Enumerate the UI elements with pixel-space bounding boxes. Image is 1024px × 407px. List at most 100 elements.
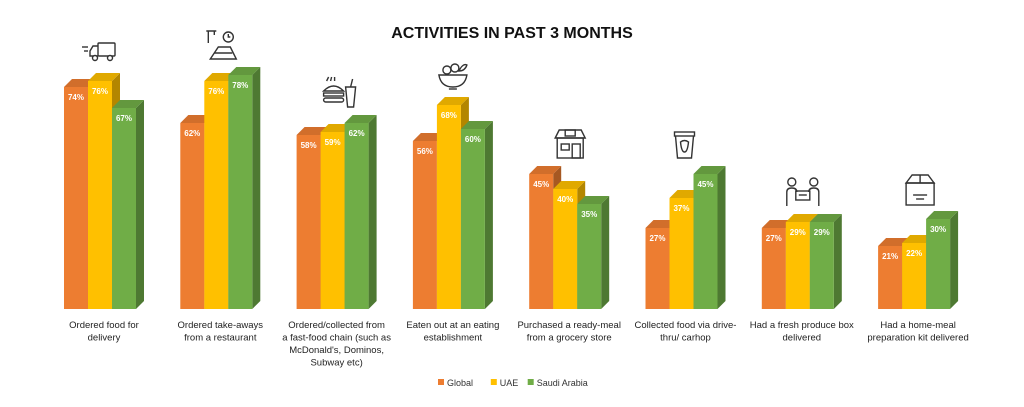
bar-3-3: 62%	[344, 115, 377, 309]
legend-label: Saudi Arabia	[537, 378, 588, 388]
data-label: 21%	[882, 252, 898, 261]
data-label: 62%	[184, 129, 200, 138]
legend-item: Saudi Arabia	[527, 378, 588, 388]
data-label: 76%	[208, 87, 224, 96]
bar-top	[693, 166, 726, 174]
data-label: 29%	[790, 228, 806, 237]
bar-top	[577, 196, 610, 204]
bar-front	[112, 108, 136, 309]
legend-label: UAE	[500, 378, 519, 388]
bar-front	[809, 222, 834, 309]
bar-6-1: 27%	[645, 220, 678, 309]
bar-side	[136, 100, 144, 309]
bar-front	[64, 87, 88, 309]
bar-side	[601, 196, 610, 309]
bar-side	[368, 115, 377, 309]
bar-front	[412, 141, 437, 309]
bar-front	[902, 243, 927, 309]
bar-front	[693, 174, 718, 309]
bar-top	[926, 211, 959, 219]
data-label: 40%	[557, 195, 573, 204]
bar-front	[577, 204, 602, 309]
bar-7-3: 29%	[809, 214, 842, 309]
drive-thru-icon	[673, 131, 696, 159]
bar-6-3: 45%	[693, 166, 726, 309]
category-label: Had a home-meal preparation kit delivered	[867, 320, 968, 344]
bars-layer: 74% 76% 67% 62% 76% 78% 58% 59% 62% 56% 68% 60% 45% 4…	[64, 67, 959, 309]
bar-front	[204, 81, 229, 309]
bar-top	[529, 166, 562, 174]
data-label: 45%	[697, 180, 713, 189]
delivery-truck-icon	[82, 42, 116, 62]
bar-front	[529, 174, 554, 309]
bar-front	[645, 228, 670, 309]
data-label: 30%	[930, 225, 946, 234]
data-label: 22%	[906, 249, 922, 258]
data-label: 62%	[349, 129, 365, 138]
data-label: 27%	[766, 234, 782, 243]
icons-layer	[82, 30, 936, 206]
grocery-store-icon	[554, 129, 587, 159]
bar-top	[460, 121, 493, 129]
bar-top	[112, 100, 144, 108]
bar-8-3: 30%	[926, 211, 959, 309]
dining-bowl-icon	[438, 63, 468, 90]
bar-side	[833, 214, 842, 309]
category-label: Ordered/collected from a fast-food chain …	[282, 320, 391, 369]
bar-front	[460, 129, 485, 309]
bar-front	[320, 132, 345, 309]
produce-box-delivery-icon	[786, 177, 820, 206]
bar-top	[785, 214, 818, 222]
data-label: 78%	[232, 81, 248, 90]
bar-front	[344, 123, 369, 309]
category-label: Had a fresh produce box delivered	[750, 320, 854, 344]
meal-kit-box-icon	[904, 174, 936, 206]
bar-top	[436, 97, 469, 105]
bar-top	[553, 181, 586, 189]
bar-front	[436, 105, 461, 309]
legend-item: UAE	[490, 378, 519, 388]
data-label: 29%	[814, 228, 830, 237]
bar-front	[296, 135, 321, 309]
fast-food-icon	[321, 76, 357, 108]
bar-top	[809, 214, 842, 222]
data-label: 58%	[301, 141, 317, 150]
data-label: 56%	[417, 147, 433, 156]
chart-title: ACTIVITIES IN PAST 3 MONTHS	[391, 25, 633, 42]
legend: Global UAE Saudi Arabia	[438, 378, 588, 388]
bar-front	[669, 198, 694, 309]
legend-item: Global	[438, 378, 473, 388]
bar-front	[785, 222, 810, 309]
bar-side	[484, 121, 493, 309]
bar-top	[88, 73, 120, 81]
bar-2-3: 78%	[228, 67, 261, 309]
bar-side	[717, 166, 726, 309]
category-labels: Ordered food for delivery Ordered take-awa…	[69, 320, 969, 369]
bar-5-3: 35%	[577, 196, 610, 309]
data-label: 60%	[465, 135, 481, 144]
data-label: 74%	[68, 93, 84, 102]
category-label: Collected food via drive-thru/ carhop	[635, 320, 737, 344]
legend-swatch	[527, 379, 534, 385]
legend-swatch	[490, 379, 497, 385]
data-label: 68%	[441, 111, 457, 120]
data-label: 45%	[533, 180, 549, 189]
takeaway-icon	[206, 30, 238, 60]
category-label: Eaten out at an eating establishment	[406, 320, 499, 344]
bar-front	[228, 75, 253, 309]
data-label: 35%	[581, 210, 597, 219]
data-label: 76%	[92, 87, 108, 96]
bar-1-2: 76%	[88, 73, 120, 309]
data-label: 37%	[673, 204, 689, 213]
bar-front	[553, 189, 578, 309]
category-label: Purchased a ready-meal from a grocery sto…	[517, 320, 621, 344]
data-label: 59%	[325, 138, 341, 147]
bar-front	[180, 123, 205, 309]
data-label: 27%	[649, 234, 665, 243]
data-label: 67%	[116, 114, 132, 123]
category-label: Ordered take-aways from a restaurant	[178, 320, 264, 344]
bar-1-3: 67%	[112, 100, 144, 309]
legend-label: Global	[447, 378, 473, 388]
legend-swatch	[438, 379, 444, 385]
